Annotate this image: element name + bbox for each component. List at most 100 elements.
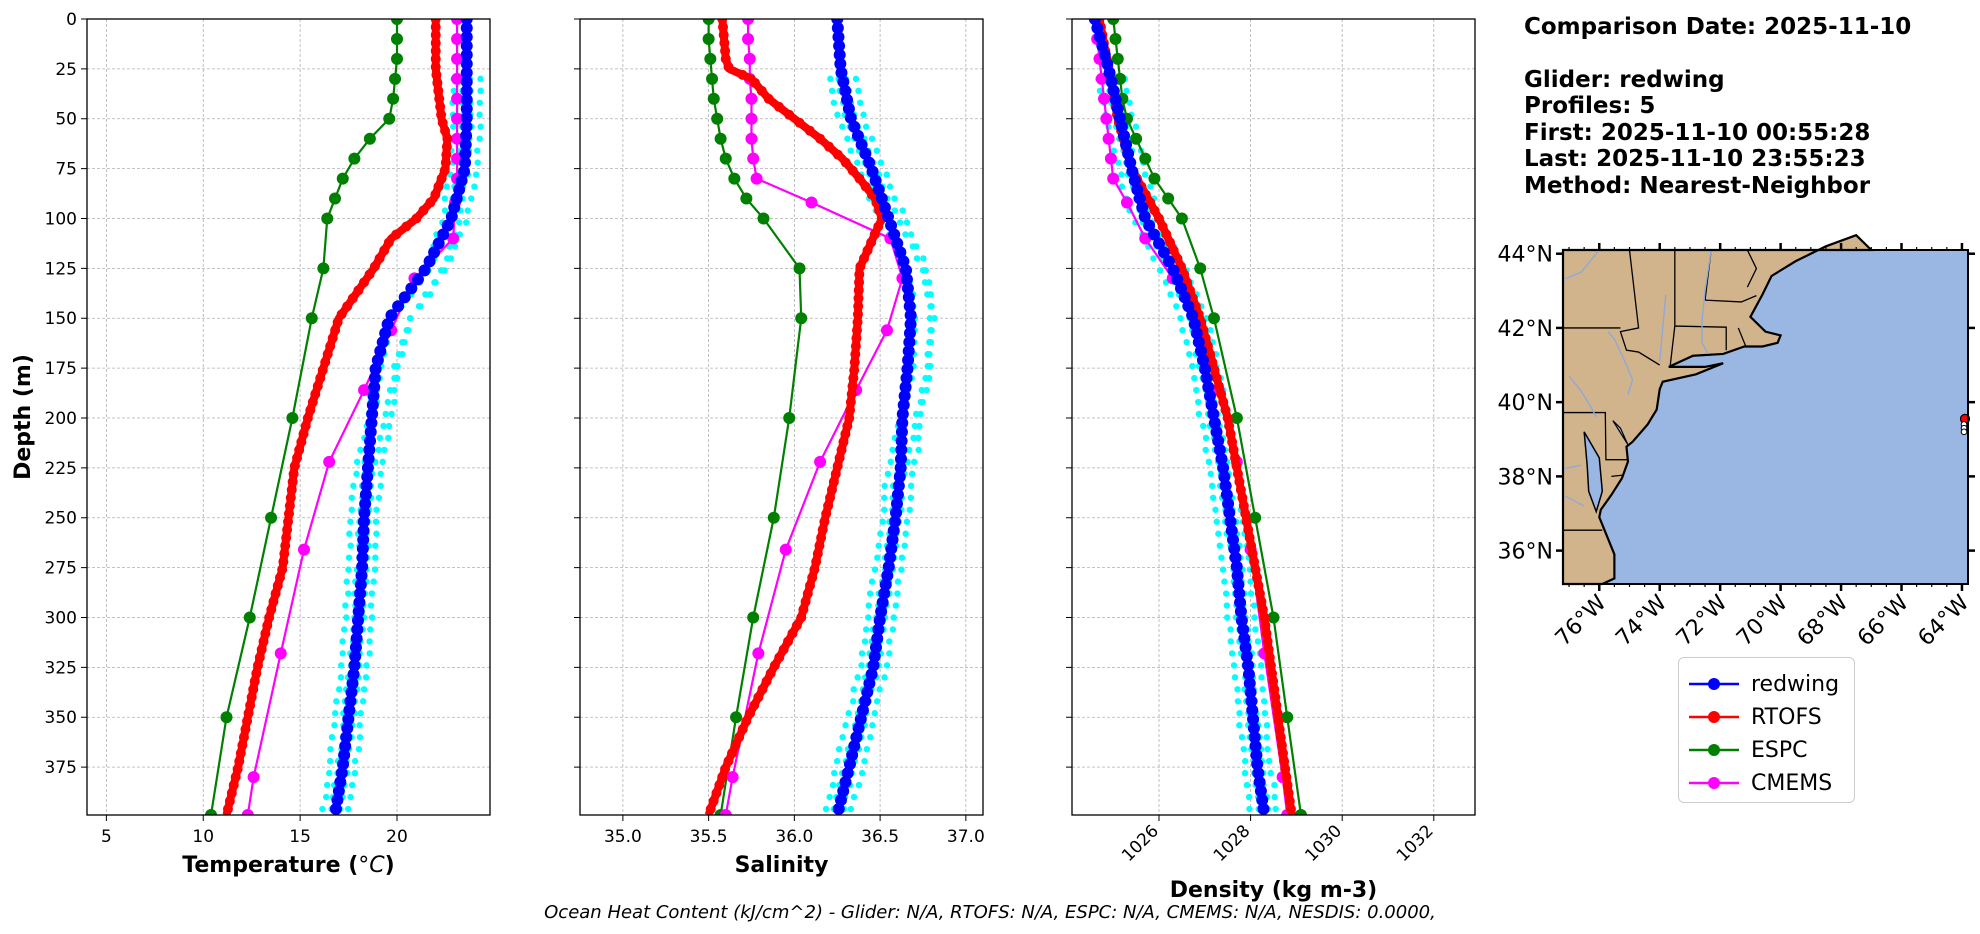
series-point-RTOFS [821,508,832,519]
glider-profile-point [883,171,890,178]
series-point-redwing [900,273,913,286]
series-point-redwing [837,785,850,798]
glider-profile-point [834,111,841,118]
series-point-RTOFS [723,61,734,72]
series-point-RTOFS [730,740,741,751]
glider-profile-point [372,542,379,549]
series-point-ESPC [1249,511,1262,524]
glider-profile-point [356,733,364,741]
series-point-ESPC [1111,52,1124,65]
profile-plots: 0 25 50 75 100 125 150 175 200 225 250 275 300 325 350… [11,10,1476,903]
glider-profile-point [337,674,345,681]
panel-data [205,19,484,815]
series-point-redwing [371,354,384,367]
lon-tick-label: 74°W [1611,590,1672,651]
series-point-redwing [379,327,392,340]
series-point-redwing [340,731,353,744]
series-point-RTOFS [1250,564,1261,575]
glider-profile-point [1254,638,1262,645]
series-point-redwing [1128,174,1141,187]
glider-profile-point [835,745,843,753]
series-point-RTOFS [336,309,347,320]
glider-profile-point [903,518,911,525]
series-point-redwing [848,740,861,753]
series-point-ESPC [1267,611,1280,624]
series-point-redwing [367,390,380,403]
series-point-redwing [352,614,365,627]
glider-profile-point [474,159,481,166]
glider-profile-point [1215,530,1222,537]
series-point-ESPC [391,32,403,45]
series-point-RTOFS [296,436,307,447]
series-point-redwing [398,291,411,304]
glider-profile-point [1216,542,1224,549]
glider-profile-point [377,470,384,478]
series-point-ESPC [1175,212,1188,225]
glider-profile-point [372,554,379,561]
series-point-CMEMS [451,132,464,145]
legend-swatch [1689,744,1739,756]
glider-profile-point [879,518,886,525]
y-tick-label: 75 [55,160,77,180]
glider-profile-point [923,386,930,394]
series-point-redwing [1192,336,1205,349]
series-point-redwing [831,21,844,34]
series-point-RTOFS [249,676,260,687]
glider-profile-point [345,590,352,597]
glider-profile-point [373,506,380,513]
series-point-RTOFS [1227,436,1238,447]
series-point-redwing [1198,363,1211,376]
glider-profile-point [899,207,906,214]
series-point-CMEMS [1107,172,1120,185]
glider-profile-point [367,602,375,609]
y-axis-label: Depth (m) [11,354,36,480]
series-point-redwing [353,596,366,609]
series-point-CMEMS [451,72,464,85]
series-point-RTOFS [852,317,863,328]
y-tick-label: 0 [66,10,77,30]
series-point-CMEMS [880,324,893,337]
glider-profile-point [1150,255,1157,262]
x-tick-label: 36.5 [861,827,899,847]
series-point-RTOFS [1222,412,1233,423]
series-point-redwing [361,461,374,474]
glider-profile-point [362,674,370,681]
series-point-RTOFS [1161,229,1172,240]
glider-profile-point [877,530,884,537]
y-tick-label: 275 [45,559,77,579]
glider-profile-point [377,482,384,490]
series-point-redwing [1103,66,1116,79]
glider-profile-point [886,183,894,190]
series-point-redwing [837,75,850,88]
glider-profile-point [472,171,480,178]
glider-profile-point [1173,303,1180,310]
panel-data [702,19,938,815]
series-point-redwing [1105,75,1118,88]
series-point-redwing [1194,345,1207,358]
series-point-redwing [895,443,908,456]
series-point-redwing [1224,515,1237,528]
glider-profile-point [918,386,925,394]
glider-profile-point [339,638,346,645]
series-point-redwing [841,93,854,106]
series-point-ESPC [391,19,403,25]
series-point-redwing [460,129,473,142]
glider-profile-point [855,781,863,789]
series-point-RTOFS [279,548,290,559]
series-point-ESPC [220,711,233,724]
series-point-redwing [381,318,394,331]
glider-profile-point [477,75,484,83]
series-point-RTOFS [1283,788,1294,799]
series-point-redwing [355,569,368,582]
series-point-redwing [332,785,345,798]
series-point-RTOFS [734,732,745,743]
series-point-CMEMS [726,771,739,784]
glider-profile-point [865,602,872,609]
series-point-redwing [1245,695,1258,708]
series-point-redwing [366,408,379,421]
series-point-RTOFS [1238,500,1249,511]
x-tick-label: 15 [289,827,311,847]
series-point-redwing [1111,102,1124,115]
series-point-redwing [337,758,350,771]
series-point-RTOFS [1209,365,1220,376]
